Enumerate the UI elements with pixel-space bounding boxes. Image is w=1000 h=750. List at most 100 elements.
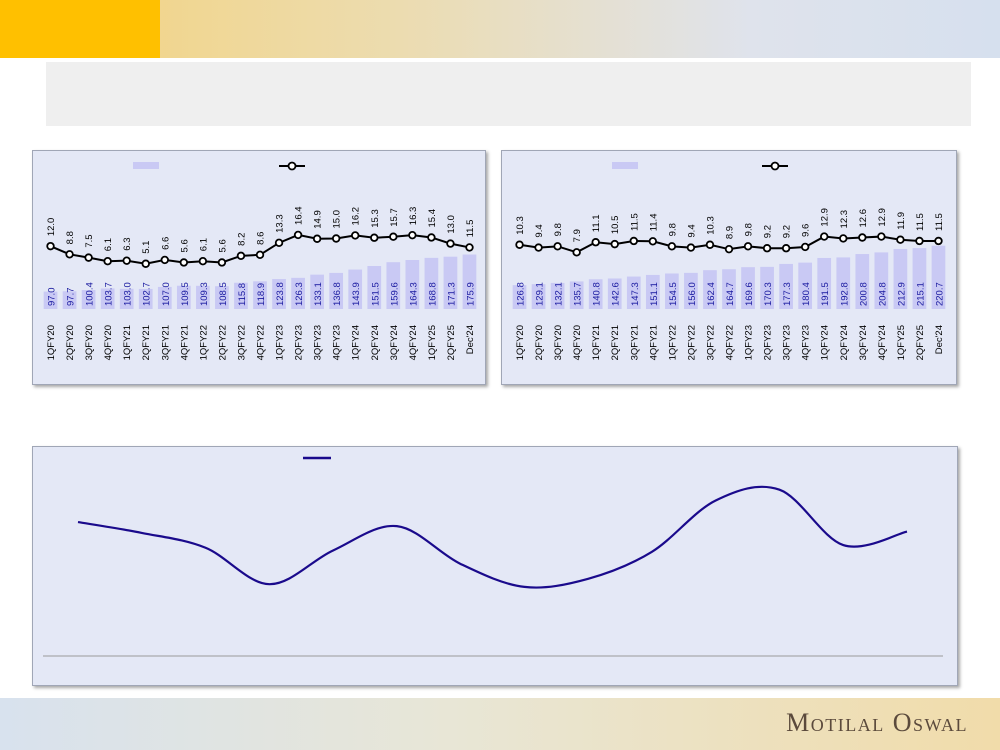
bar <box>348 269 363 309</box>
line-marker <box>274 238 284 248</box>
bar-data-label: 162.4 <box>706 282 717 306</box>
bar-data-label: 103.0 <box>123 282 134 306</box>
category-tick-label: 3QFY23 <box>782 325 793 360</box>
line-data-label: 9.8 <box>744 223 755 236</box>
bar-data-label: 115.8 <box>237 283 248 306</box>
line-marker <box>217 258 227 267</box>
line-data-label: 10.3 <box>515 216 526 235</box>
category-tick-label: 3QFY24 <box>858 325 869 360</box>
line-data-label: 6.1 <box>198 238 209 251</box>
bar <box>329 272 344 309</box>
bar-data-label: 108.5 <box>218 282 229 306</box>
bar <box>405 259 420 309</box>
line-data-label: 12.0 <box>46 218 57 237</box>
bar <box>645 274 660 309</box>
category-tick-label: 2QFY21 <box>141 325 152 360</box>
line-marker <box>236 251 246 261</box>
bar-data-label: 109.5 <box>180 282 191 306</box>
line-data-label: 5.1 <box>141 241 152 254</box>
line-data-label: 5.6 <box>217 239 228 252</box>
category-tick-label: 4QFY21 <box>648 325 659 360</box>
line-marker <box>122 256 131 265</box>
bar <box>836 257 851 309</box>
bar-data-label: 200.8 <box>858 282 869 306</box>
chart-panel-right: 126.8 1QFY20 129.1 2QFY20 132.1 3QFY20 135.7 4Q… <box>501 150 957 385</box>
category-tick-label: 3QFY21 <box>160 325 171 360</box>
bar-data-label: 164.3 <box>408 282 419 306</box>
line-marker <box>934 236 943 246</box>
bar-data-label: 215.1 <box>915 282 926 306</box>
legend-bar-swatch <box>133 162 159 169</box>
bar-data-label: 100.4 <box>85 282 96 306</box>
category-tick-label: 1QFY25 <box>427 325 438 360</box>
category-tick-label: 2QFY20 <box>534 325 545 360</box>
line-data-label: 12.9 <box>877 208 888 227</box>
bar-data-label: 132.1 <box>554 282 565 306</box>
bar-data-label: 170.3 <box>763 282 774 306</box>
category-tick-label: 1QFY24 <box>820 325 831 360</box>
bar <box>81 290 96 309</box>
bar <box>119 288 134 309</box>
bar <box>196 285 210 309</box>
bar <box>310 274 324 309</box>
line-data-label: 12.3 <box>839 210 850 229</box>
line-marker <box>800 242 810 252</box>
combo-chart-right: 126.8 1QFY20 129.1 2QFY20 132.1 3QFY20 135.7 4Q… <box>512 161 945 360</box>
bar-data-label: 126.8 <box>516 282 527 306</box>
category-tick-label: 1QFY23 <box>744 325 755 360</box>
bar-data-label: 142.6 <box>611 282 622 306</box>
bar-data-label: 97.7 <box>66 288 77 307</box>
category-tick-label: 1QFY23 <box>275 325 286 360</box>
line-data-label: 14.9 <box>313 210 324 229</box>
line-marker <box>667 242 677 251</box>
bar <box>138 288 153 309</box>
line-marker <box>46 241 55 251</box>
chart-panel-left: 97.0 1QFY20 97.7 2QFY20 100.4 3QFY20 103.7 4QFY… <box>32 150 486 385</box>
bar-data-label: 135.7 <box>573 282 584 306</box>
line-data-label: 8.6 <box>256 232 267 245</box>
combo-chart-left: 97.0 1QFY20 97.7 2QFY20 100.4 3QFY20 103.7 4QFY… <box>43 161 477 360</box>
bar-data-label: 133.1 <box>313 282 324 306</box>
line-marker <box>820 232 829 241</box>
category-tick-label: 2QFY20 <box>65 325 76 360</box>
bar <box>665 273 679 309</box>
line-marker <box>331 234 341 243</box>
category-tick-label: 2QFY22 <box>217 325 228 360</box>
bar-data-label: 102.7 <box>142 282 153 306</box>
header-accent-block <box>0 0 160 58</box>
bar <box>462 254 477 309</box>
line-data-label: 9.4 <box>686 224 697 237</box>
category-tick-label: 2QFY24 <box>839 325 850 360</box>
category-tick-label: 2QFY21 <box>610 325 621 360</box>
line-marker <box>705 240 715 249</box>
line-marker <box>427 233 436 242</box>
line-data-label: 11.4 <box>648 213 659 231</box>
line-marker <box>629 236 638 246</box>
bar-data-label: 168.8 <box>427 282 438 306</box>
category-tick-label: Dec'24 <box>934 325 945 354</box>
bar <box>588 279 603 309</box>
line-data-label: 13.3 <box>275 214 286 232</box>
category-tick-label: 1QFY22 <box>198 325 209 360</box>
bar-data-label: 118.9 <box>256 283 267 306</box>
line-marker <box>446 239 455 248</box>
category-tick-label: 3QFY23 <box>313 325 324 360</box>
line-marker <box>515 240 524 249</box>
category-tick-label: 4QFY20 <box>572 325 583 360</box>
line-data-label: 6.3 <box>122 237 133 250</box>
bar-data-label: 212.9 <box>896 282 907 306</box>
bar-data-label: 129.1 <box>535 282 546 306</box>
line-marker <box>877 232 886 241</box>
bar-data-label: 136.8 <box>332 282 343 306</box>
category-tick-label: 3QFY21 <box>629 325 640 360</box>
line-data-label: 11.5 <box>465 220 476 238</box>
bar <box>272 279 286 309</box>
line-marker <box>465 243 474 252</box>
bar <box>550 282 565 309</box>
line-data-label: 9.2 <box>763 225 774 238</box>
line-data-label: 9.4 <box>534 224 545 237</box>
category-tick-label: 3QFY22 <box>236 325 247 360</box>
line-marker <box>389 232 398 241</box>
legend-line-marker <box>287 161 297 171</box>
bar <box>367 265 382 309</box>
